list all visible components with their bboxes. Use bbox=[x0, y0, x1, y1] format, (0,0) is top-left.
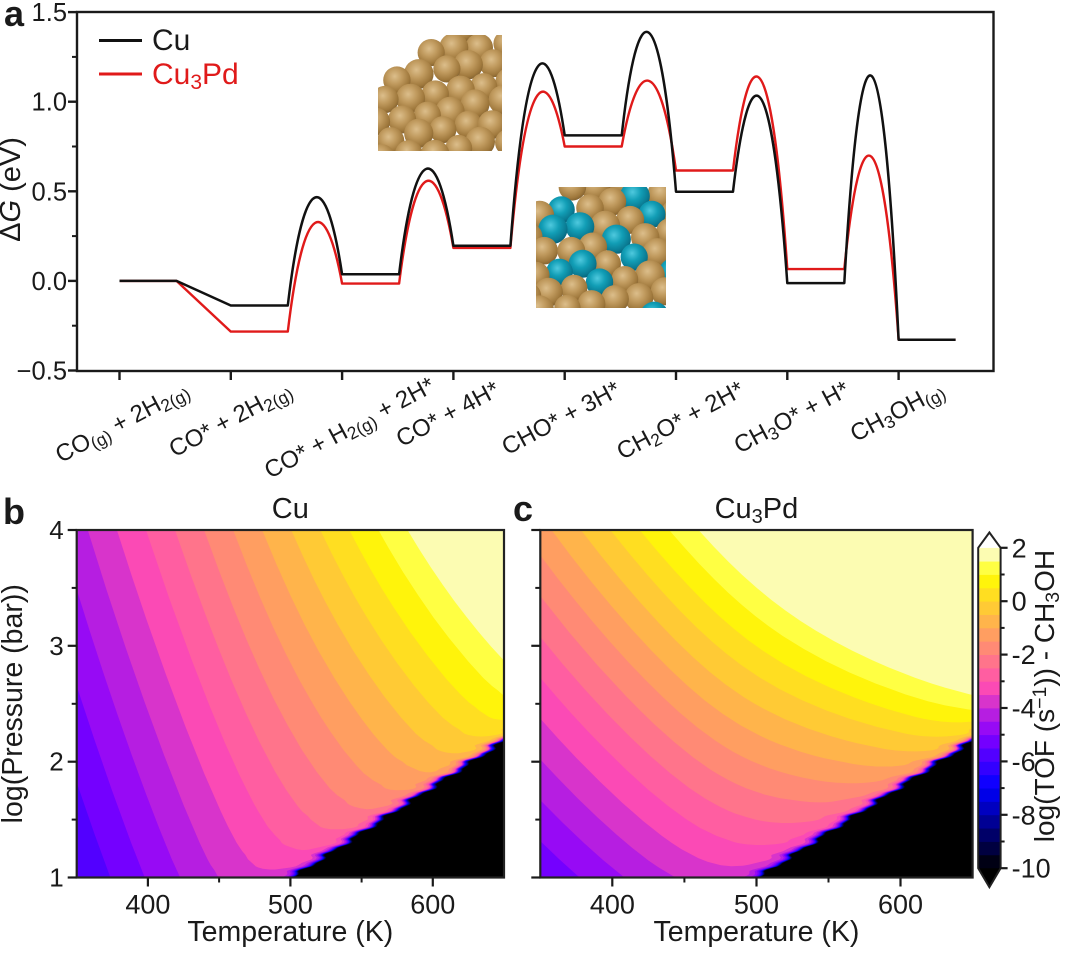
svg-text:1: 1 bbox=[49, 863, 63, 893]
svg-text:b: b bbox=[3, 491, 25, 532]
svg-text:600: 600 bbox=[878, 890, 923, 920]
svg-text:400: 400 bbox=[590, 890, 635, 920]
svg-text:Temperature (K): Temperature (K) bbox=[653, 916, 859, 948]
svg-text:Cu: Cu bbox=[152, 24, 190, 57]
svg-text:600: 600 bbox=[410, 890, 455, 920]
svg-text:500: 500 bbox=[734, 890, 779, 920]
svg-text:ΔG (eV): ΔG (eV) bbox=[0, 137, 27, 242]
svg-text:0.5: 0.5 bbox=[32, 178, 67, 206]
svg-text:Temperature (K): Temperature (K) bbox=[187, 916, 393, 948]
svg-text:0: 0 bbox=[1012, 587, 1027, 617]
svg-text:Cu: Cu bbox=[272, 493, 309, 525]
svg-text:0.0: 0.0 bbox=[32, 268, 67, 296]
svg-text:-8: -8 bbox=[1012, 800, 1036, 830]
svg-text:-10: -10 bbox=[1012, 854, 1051, 884]
svg-text:-6: -6 bbox=[1012, 747, 1036, 777]
svg-text:c: c bbox=[513, 488, 533, 529]
svg-text:-4: -4 bbox=[1012, 694, 1036, 724]
svg-text:3: 3 bbox=[49, 631, 63, 661]
svg-text:log(Pressure (bar)): log(Pressure (bar)) bbox=[0, 584, 29, 823]
svg-text:-2: -2 bbox=[1012, 640, 1036, 670]
svg-text:2: 2 bbox=[49, 747, 63, 777]
svg-text:4: 4 bbox=[49, 515, 63, 545]
svg-text:2: 2 bbox=[1012, 533, 1027, 563]
svg-text:400: 400 bbox=[125, 890, 170, 920]
svg-text:a: a bbox=[4, 0, 25, 34]
svg-text:1.0: 1.0 bbox=[32, 89, 67, 117]
svg-text:−0.5: −0.5 bbox=[17, 358, 67, 386]
svg-text:1.5: 1.5 bbox=[32, 0, 67, 27]
svg-text:500: 500 bbox=[268, 890, 313, 920]
